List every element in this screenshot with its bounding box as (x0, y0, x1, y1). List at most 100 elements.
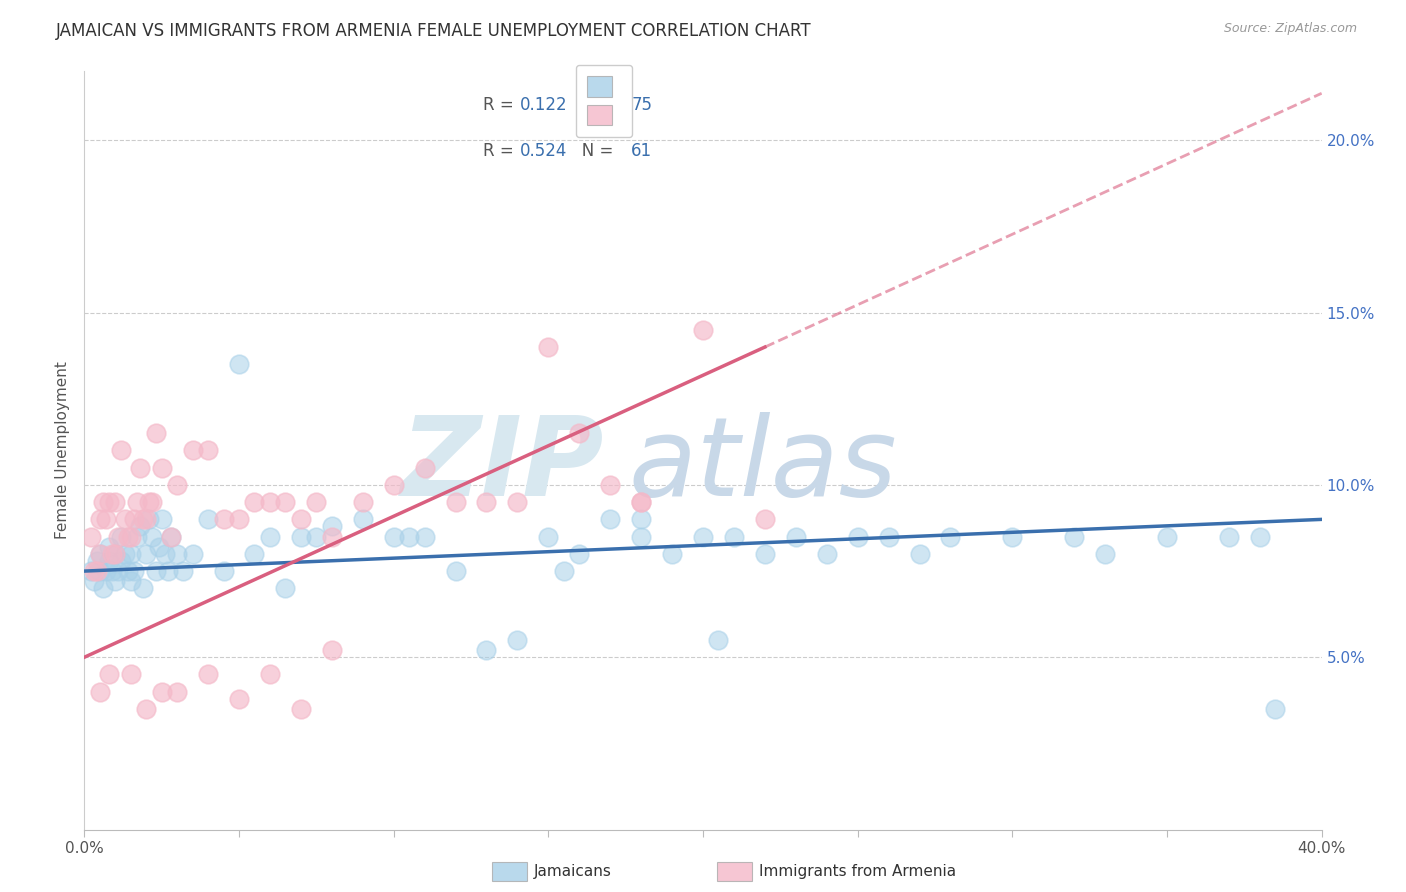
Point (89, 547, 111, 561)
Point (83, 574, 105, 589)
Point (94, 564, 117, 578)
Point (599, 512, 621, 526)
Point (382, 478, 405, 492)
Point (243, 495, 266, 509)
Point (135, 702, 157, 716)
Point (692, 323, 714, 337)
Text: 0.524: 0.524 (520, 142, 567, 160)
Point (599, 478, 621, 492)
Point (110, 554, 132, 568)
Point (228, 357, 250, 371)
Point (172, 564, 194, 578)
Point (846, 530, 869, 544)
Text: atlas: atlas (628, 412, 897, 519)
Text: R =: R = (482, 96, 519, 114)
Point (145, 426, 167, 441)
Text: N =: N = (567, 96, 619, 114)
Point (166, 684, 188, 698)
Point (122, 512, 145, 526)
Point (228, 691, 250, 706)
Point (274, 495, 297, 509)
Point (692, 530, 714, 544)
Point (89, 564, 111, 578)
Point (101, 564, 124, 578)
Point (398, 530, 420, 544)
Point (1063, 530, 1085, 544)
Point (305, 530, 328, 544)
Point (754, 547, 776, 561)
Point (107, 530, 129, 544)
Point (877, 530, 900, 544)
Point (135, 512, 157, 526)
Point (707, 633, 730, 648)
Point (94, 512, 117, 526)
Point (120, 547, 142, 561)
Point (444, 495, 467, 509)
Point (475, 495, 498, 509)
Point (321, 530, 343, 544)
Point (413, 530, 436, 544)
Point (120, 667, 142, 681)
Point (86, 564, 108, 578)
Point (352, 495, 374, 509)
Point (104, 547, 127, 561)
Text: R =: R = (482, 142, 519, 160)
Text: JAMAICAN VS IMMIGRANTS FROM ARMENIA FEMALE UNEMPLOYMENT CORRELATION CHART: JAMAICAN VS IMMIGRANTS FROM ARMENIA FEMA… (56, 22, 811, 40)
Point (89, 684, 111, 698)
Text: ZIP: ZIP (401, 412, 605, 519)
Point (132, 512, 155, 526)
Point (125, 530, 148, 544)
Point (98, 540, 121, 554)
Point (243, 547, 266, 561)
Point (785, 530, 807, 544)
Point (212, 564, 235, 578)
Point (815, 547, 838, 561)
Point (754, 512, 776, 526)
Point (110, 443, 132, 458)
Point (104, 495, 127, 509)
Point (91, 495, 114, 509)
Point (413, 460, 436, 475)
Text: Source: ZipAtlas.com: Source: ZipAtlas.com (1223, 22, 1357, 36)
Point (122, 564, 145, 578)
Legend: , : , (575, 64, 633, 136)
Point (1094, 547, 1116, 561)
Point (98, 667, 121, 681)
Point (212, 512, 235, 526)
Text: 75: 75 (631, 96, 652, 114)
Point (89, 547, 111, 561)
Point (148, 540, 170, 554)
Point (537, 340, 560, 354)
Point (568, 426, 591, 441)
Point (114, 512, 136, 526)
Point (104, 547, 127, 561)
Point (630, 512, 652, 526)
Point (91, 582, 114, 596)
Point (129, 519, 152, 533)
Point (156, 564, 179, 578)
Point (475, 643, 498, 657)
Point (630, 495, 652, 509)
Point (79, 564, 101, 578)
Point (506, 633, 529, 648)
Point (321, 643, 343, 657)
Point (197, 667, 219, 681)
Point (259, 495, 281, 509)
Point (382, 530, 405, 544)
Text: 61: 61 (631, 142, 652, 160)
Point (110, 530, 132, 544)
Point (83, 564, 105, 578)
Point (120, 574, 142, 589)
Point (120, 530, 142, 544)
Point (117, 564, 139, 578)
Point (228, 512, 250, 526)
Point (506, 495, 529, 509)
Point (89, 512, 111, 526)
Text: 0.122: 0.122 (520, 96, 568, 114)
Point (630, 530, 652, 544)
Point (181, 547, 204, 561)
Point (197, 512, 219, 526)
Point (1001, 530, 1024, 544)
Point (290, 530, 312, 544)
Point (553, 564, 575, 578)
